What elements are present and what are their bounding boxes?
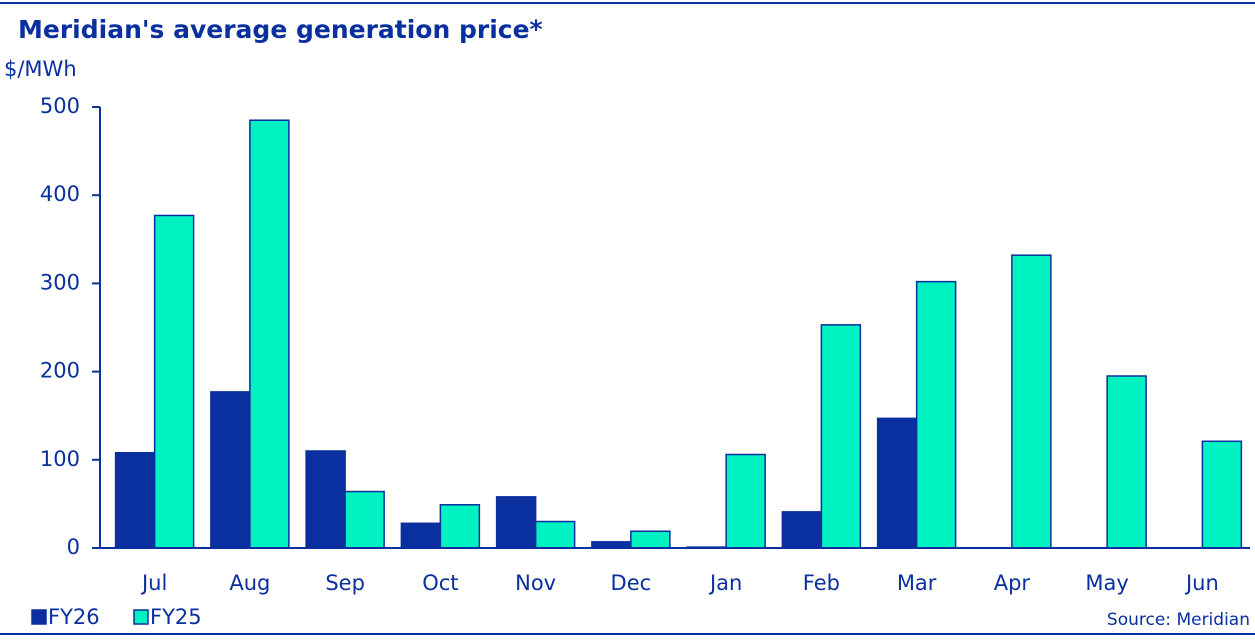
bar [1106, 375, 1147, 549]
x-tick-label: Feb [803, 571, 840, 595]
legend-swatch [133, 609, 149, 625]
bar [210, 391, 251, 549]
y-tick-label: 400 [40, 182, 80, 206]
y-tick-label: 500 [40, 94, 80, 118]
x-tick-label: May [1085, 571, 1128, 595]
legend-swatch [31, 609, 47, 625]
bar [495, 496, 537, 549]
bar [439, 504, 481, 549]
y-tick-label: 200 [40, 359, 80, 383]
x-tick-label: Jul [140, 571, 167, 595]
x-tick-label: Jan [708, 571, 742, 595]
bar [305, 450, 346, 549]
bar [781, 511, 823, 549]
x-tick-label: Dec [611, 571, 652, 595]
bar [876, 417, 918, 549]
source: Source: Meridian [1107, 610, 1250, 630]
bar [820, 324, 862, 549]
x-tick-label: Apr [994, 571, 1031, 595]
y-tick-label: 0 [67, 535, 80, 559]
bar [630, 530, 671, 549]
x-tick-label: Jun [1184, 571, 1219, 595]
bar [249, 119, 290, 549]
x-tick-label: Sep [325, 571, 365, 595]
bar [153, 214, 195, 549]
bar [1011, 254, 1052, 549]
legend-label: FY26 [48, 605, 100, 629]
chart-title: Meridian's average generation price* [18, 15, 543, 44]
x-tick-label: Aug [229, 571, 270, 595]
x-tick-label: Mar [897, 571, 937, 595]
bar [114, 451, 156, 549]
x-tick-label: Nov [515, 571, 556, 595]
bar [400, 522, 442, 549]
x-tick-label: Oct [422, 571, 458, 595]
bar [725, 453, 766, 549]
bar [534, 520, 576, 549]
y-tick-label: 100 [40, 447, 80, 471]
bar [1201, 440, 1243, 549]
bar [915, 280, 957, 549]
bar [344, 490, 385, 549]
legend-label: FY25 [150, 605, 202, 629]
y-axis-label: $/MWh [4, 57, 77, 81]
y-tick-label: 300 [40, 270, 80, 294]
